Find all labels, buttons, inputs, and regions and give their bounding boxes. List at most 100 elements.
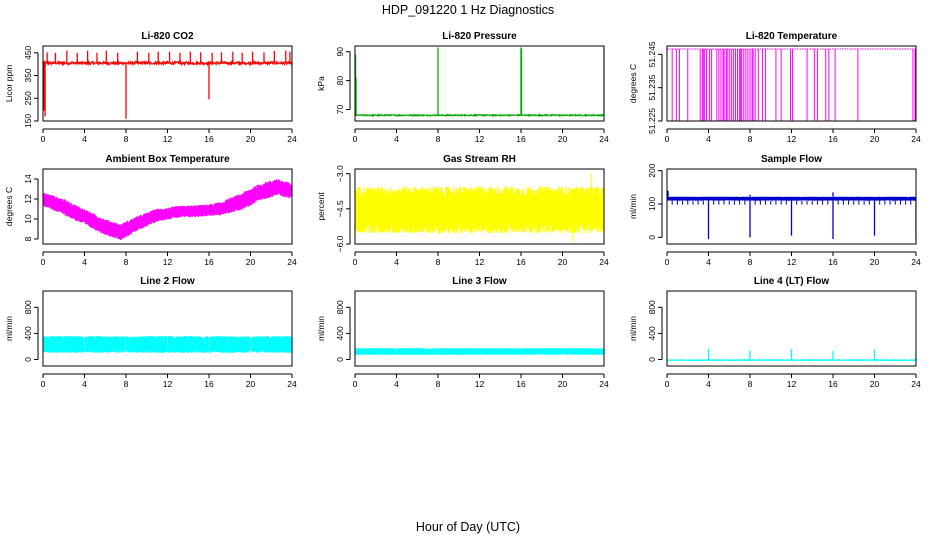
x-tick-label: 20 xyxy=(246,257,256,267)
x-tick-label: 12 xyxy=(163,379,173,389)
y-axis-label: degrees C xyxy=(4,187,14,226)
panel-title: Li-820 Pressure xyxy=(442,31,517,42)
figure-title: HDP_091220 1 Hz Diagnostics xyxy=(382,3,554,17)
y-tick-label: 800 xyxy=(647,300,657,314)
x-tick-label: 12 xyxy=(475,134,485,144)
panel-7: Line 3 Flow ml/min 0 4 8 12 16 20 24 0 400 800 xyxy=(316,276,609,389)
x-tick-label: 8 xyxy=(436,379,441,389)
y-axis-label: ml/min xyxy=(316,316,326,341)
x-tick-label: 24 xyxy=(287,134,297,144)
plot-area xyxy=(43,336,292,353)
y-tick-label: 0 xyxy=(647,235,657,240)
y-tick-label: 51.235 xyxy=(647,74,657,100)
y-tick-label: 14 xyxy=(23,174,33,184)
x-tick-label: 0 xyxy=(353,134,358,144)
panel-title: Gas Stream RH xyxy=(443,154,516,165)
plot-frame xyxy=(666,168,917,245)
y-tick-label: 0 xyxy=(647,357,657,362)
x-tick-label: 16 xyxy=(204,257,214,267)
x-tick-label: 20 xyxy=(558,379,568,389)
x-tick-label: 0 xyxy=(665,134,670,144)
series-line xyxy=(355,113,604,118)
x-tick-label: 0 xyxy=(353,257,358,267)
y-axis-label: ml/min xyxy=(628,316,638,341)
x-tick-label: 16 xyxy=(828,257,838,267)
x-tick-label: 16 xyxy=(828,134,838,144)
panel-3: Ambient Box Temperature degrees C 0 4 8 12 16 2… xyxy=(4,154,297,267)
panel-8: Line 4 (LT) Flow ml/min 0 4 8 12 16 20 24 0 400 800 xyxy=(628,276,921,389)
plot-area xyxy=(355,47,604,118)
panel-1: Li-820 Pressure kPa 0 4 8 12 16 20 24 70 80 90 xyxy=(316,31,609,144)
y-axis-label: Licor ppm xyxy=(4,65,14,102)
x-tick-label: 20 xyxy=(246,134,256,144)
series-band xyxy=(667,196,916,201)
y-tick-label: −6.0 xyxy=(335,235,345,252)
x-tick-label: 4 xyxy=(706,379,711,389)
y-axis-label: ml/min xyxy=(4,316,14,341)
x-tick-label: 20 xyxy=(558,134,568,144)
x-tick-label: 24 xyxy=(287,257,297,267)
x-tick-label: 4 xyxy=(394,257,399,267)
y-tick-label: −3.0 xyxy=(335,165,345,182)
y-tick-label: 100 xyxy=(647,197,657,211)
y-tick-label: 400 xyxy=(335,326,345,340)
x-tick-label: 16 xyxy=(516,257,526,267)
y-axis-label: ml/min xyxy=(628,194,638,219)
x-tick-label: 20 xyxy=(558,257,568,267)
series-band xyxy=(43,179,292,240)
x-tick-label: 0 xyxy=(665,257,670,267)
plot-area xyxy=(667,349,916,362)
plot-frame xyxy=(666,290,917,367)
x-tick-label: 20 xyxy=(870,379,880,389)
x-tick-label: 4 xyxy=(82,134,87,144)
x-tick-label: 4 xyxy=(82,379,87,389)
panel-title: Li-820 CO2 xyxy=(141,31,194,42)
x-tick-label: 20 xyxy=(870,257,880,267)
x-tick-label: 4 xyxy=(706,257,711,267)
panel-title: Sample Flow xyxy=(761,154,822,165)
x-tick-label: 0 xyxy=(41,379,46,389)
x-tick-label: 8 xyxy=(436,257,441,267)
x-tick-label: 24 xyxy=(599,257,609,267)
panel-title: Line 3 Flow xyxy=(452,276,507,287)
x-tick-label: 8 xyxy=(124,134,129,144)
x-tick-label: 0 xyxy=(353,379,358,389)
x-tick-label: 4 xyxy=(82,257,87,267)
panel-title: Li-820 Temperature xyxy=(746,31,838,42)
x-tick-label: 8 xyxy=(124,257,129,267)
x-tick-label: 20 xyxy=(870,134,880,144)
plot-area xyxy=(667,48,916,121)
y-tick-label: 200 xyxy=(647,163,657,177)
panel-title: Line 4 (LT) Flow xyxy=(754,276,830,287)
y-tick-label: 150 xyxy=(23,114,33,128)
y-tick-label: −4.5 xyxy=(335,200,345,217)
x-tick-label: 24 xyxy=(287,379,297,389)
x-tick-label: 24 xyxy=(911,134,921,144)
panel-4: Gas Stream RH percent 0 4 8 12 16 20 24 −6.0 −4.5 −… xyxy=(316,154,609,267)
plot-frame xyxy=(666,45,917,122)
plot-area xyxy=(355,348,604,355)
x-tick-label: 8 xyxy=(436,134,441,144)
y-tick-label: 800 xyxy=(335,300,345,314)
x-tick-label: 4 xyxy=(394,379,399,389)
panel-6: Line 2 Flow ml/min 0 4 8 12 16 20 24 0 400 800 xyxy=(4,276,297,389)
plot-frame xyxy=(42,45,293,122)
y-tick-label: 51.225 xyxy=(647,108,657,134)
x-tick-label: 4 xyxy=(706,134,711,144)
y-tick-label: 0 xyxy=(335,357,345,362)
panel-title: Line 2 Flow xyxy=(140,276,195,287)
series-band xyxy=(355,186,604,234)
y-tick-label: 80 xyxy=(335,76,345,86)
series-band xyxy=(355,348,604,355)
panel-2: Li-820 Temperature degrees C 0 4 8 12 16 20 24 51… xyxy=(628,31,921,144)
x-tick-label: 12 xyxy=(163,134,173,144)
x-tick-label: 24 xyxy=(911,379,921,389)
figure-x-axis-label: Hour of Day (UTC) xyxy=(416,520,520,534)
x-tick-label: 16 xyxy=(516,134,526,144)
y-tick-label: 400 xyxy=(647,326,657,340)
plot-area xyxy=(355,173,604,242)
y-tick-label: 51.245 xyxy=(647,41,657,67)
x-tick-label: 16 xyxy=(516,379,526,389)
y-tick-label: 90 xyxy=(335,47,345,57)
